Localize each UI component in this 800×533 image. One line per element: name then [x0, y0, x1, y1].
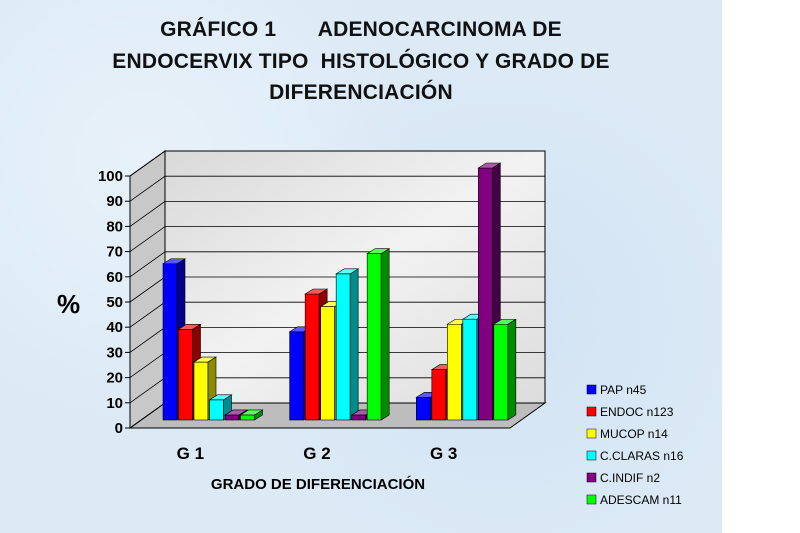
x-category-label: G 3 [430, 444, 457, 463]
y-axis: 0 10 20 30 40 50 60 70 80 90 100 [98, 168, 131, 437]
chart-title-line-3: DIFERENCIACIÓN [269, 81, 453, 104]
y-axis-label: % [57, 289, 80, 319]
x-category-label: G 2 [303, 444, 330, 463]
y-tick-label: 0 [115, 420, 123, 437]
bar-front [209, 399, 224, 421]
legend-swatch [586, 494, 597, 505]
bar-front [335, 273, 351, 421]
bar-top [223, 409, 249, 416]
legend-swatch [586, 428, 597, 439]
bar-g1-series-5 [239, 409, 264, 421]
legend-entry: PAP n45 [600, 383, 647, 397]
bar-front [351, 414, 366, 421]
bar-side [507, 318, 517, 421]
legend-swatch [586, 472, 597, 483]
legend-swatch [586, 384, 597, 395]
y-tick-label: 100 [98, 168, 123, 185]
legend-entry: C.CLARAS n16 [600, 449, 684, 463]
bar-top [304, 288, 329, 295]
legend-entry: ADESCAM n11 [600, 493, 682, 507]
bar-top [366, 248, 391, 254]
y-tick-label: 60 [106, 269, 123, 286]
bar-front [462, 318, 478, 421]
bar-front [240, 414, 255, 421]
bar-g3-series-5 [492, 318, 517, 421]
y-tick-label: 50 [106, 294, 123, 311]
bar-side [380, 248, 390, 421]
bar-top [492, 318, 517, 325]
y-tick-label: 10 [106, 395, 123, 412]
bar-g1-series-2 [192, 356, 218, 421]
slide-background: GRÁFICO 1 ADENOCARCINOMA DE ENDOCERVIX T… [0, 0, 722, 533]
bar-front [478, 167, 493, 421]
gridline [129, 200, 545, 227]
y-tick-label: 80 [106, 218, 123, 235]
bar-chart: 0 10 20 30 40 50 60 70 80 90 100 G 1 G 2 G 3 PAP n45… [57, 150, 684, 507]
bar-front [193, 361, 209, 421]
y-tick-label: 30 [106, 344, 123, 361]
x-axis: G 1 G 2 G 3 [177, 444, 458, 463]
chart-title-line-1: GRÁFICO 1 ADENOCARCINOMA DE [160, 18, 562, 41]
legend-entry: C.INDIF n2 [600, 471, 660, 485]
x-category-label: G 1 [177, 444, 204, 463]
bar-front [304, 293, 320, 421]
bar-front [493, 323, 509, 421]
gridline [129, 175, 545, 202]
bar-top [161, 258, 187, 265]
gridline [129, 150, 545, 177]
bars [161, 162, 517, 421]
legend-entry: ENDOC n123 [600, 405, 674, 419]
y-tick-label: 40 [106, 319, 123, 336]
bar-top [239, 409, 264, 416]
y-tick-label: 70 [106, 244, 123, 261]
chart-title-line-2: ENDOCERVIX TIPO HISTOLÓGICO Y GRADO DE [112, 50, 610, 73]
bar-front [162, 263, 178, 421]
legend-swatch [586, 450, 597, 461]
bar-front [289, 331, 304, 421]
bar-front [366, 253, 382, 421]
y-tick-label: 20 [106, 370, 123, 387]
bar-front [320, 306, 335, 421]
bar-front [178, 328, 193, 421]
bar-g1-series-3 [208, 394, 233, 421]
bar-g2-series-5 [366, 248, 391, 421]
bar-front [224, 414, 240, 421]
bar-top [335, 268, 360, 275]
x-axis-label: GRADO DE DIFERENCIACIÓN [211, 475, 425, 493]
bar-top [477, 162, 502, 169]
legend-entry: MUCOP n14 [600, 427, 668, 441]
legend: PAP n45 ENDOC n123 MUCOP n14 C.CLARAS n16 C.… [586, 383, 684, 507]
bar-side [349, 268, 359, 421]
y-tick-label: 90 [106, 193, 123, 210]
bar-top [177, 323, 202, 330]
legend-swatch [586, 406, 597, 417]
gridline [129, 251, 545, 278]
bar-top [208, 394, 233, 401]
gridline [129, 226, 545, 252]
bar-front [416, 397, 431, 421]
bar-g2-series-3 [335, 268, 360, 421]
bar-front [447, 323, 462, 421]
bar-top [192, 356, 218, 363]
bar-front [431, 369, 447, 421]
